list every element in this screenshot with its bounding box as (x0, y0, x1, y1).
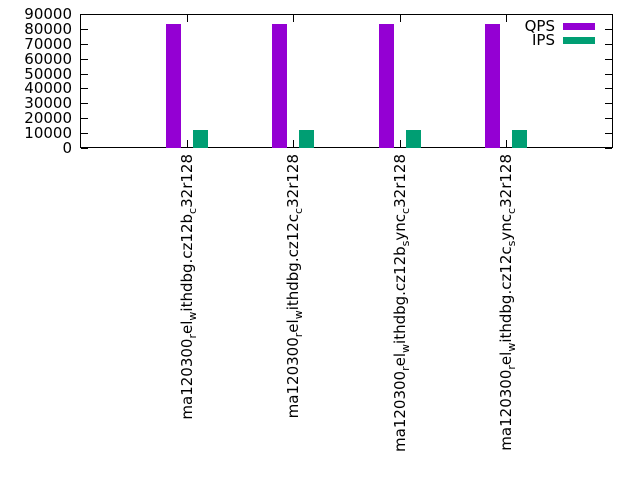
x-label-subscript: w (186, 311, 199, 321)
x-label-text: 32r128 (497, 154, 515, 208)
x-label-subscript: w (505, 342, 518, 352)
y-tick-left-60000 (81, 59, 88, 60)
legend: QPS IPS (420, 17, 595, 49)
x-label-text: 32r128 (284, 154, 302, 208)
x-label-subscript: c (186, 207, 199, 214)
y-tick-right-60000 (605, 59, 612, 60)
bar-qps-1 (272, 24, 287, 148)
x-label-text: 32r128 (178, 154, 196, 208)
y-tick-label-60000: 60000 (24, 49, 72, 68)
y-tick-right-0 (605, 148, 612, 149)
legend-label-ips: IPS (532, 31, 555, 49)
x-category-label-2: ma120300relwithdbg.cz12bsyncc32r128 (391, 154, 415, 452)
bar-ips-2 (406, 130, 421, 148)
x-label-text: ma120300 (178, 338, 196, 420)
x-label-subscript: c (292, 207, 305, 214)
y-tick-left-30000 (81, 103, 88, 104)
x-label-subscript: r (505, 365, 518, 370)
y-tick-left-70000 (81, 44, 88, 45)
y-tick-left-10000 (81, 133, 88, 134)
x-label-subscript: c (399, 207, 412, 214)
y-tick-left-0 (81, 148, 88, 149)
y-tick-left-80000 (81, 29, 88, 30)
y-tick-right-80000 (605, 29, 612, 30)
x-label-text: ync (391, 213, 409, 241)
legend-label-qps: QPS (524, 17, 555, 35)
y-tick-label-0: 0 (62, 139, 72, 157)
x-label-text: el (178, 320, 196, 334)
y-tick-label-40000: 40000 (24, 79, 72, 98)
y-tick-right-50000 (605, 74, 612, 75)
x-category-label-3: ma120300relwithdbg.cz12csyncc32r128 (497, 154, 521, 451)
legend-item-qps: QPS (420, 17, 595, 35)
x-label-subscript: s (505, 240, 518, 247)
x-label-text: ithdbg.cz12c (284, 213, 302, 311)
y-tick-label-30000: 30000 (24, 94, 72, 113)
y-tick-label-10000: 10000 (24, 124, 72, 143)
x-tick-bottom-0 (187, 140, 188, 147)
y-tick-left-50000 (81, 74, 88, 75)
bar-qps-3 (485, 24, 500, 148)
x-label-text: ithdbg.cz12b (391, 246, 409, 344)
x-tick-top-2 (400, 15, 401, 22)
x-tick-bottom-1 (293, 140, 294, 147)
x-label-subscript: s (399, 240, 412, 247)
y-tick-left-20000 (81, 118, 88, 119)
y-tick-label-70000: 70000 (24, 34, 72, 53)
x-label-subscript: w (399, 343, 412, 353)
y-tick-label-90000: 90000 (24, 5, 72, 23)
x-label-text: ma120300 (497, 369, 515, 451)
y-tick-label-20000: 20000 (24, 109, 72, 128)
y-tick-right-20000 (605, 118, 612, 119)
x-label-subscript: r (399, 366, 412, 371)
x-label-text: el (497, 351, 515, 366)
y-tick-right-40000 (605, 88, 612, 89)
x-tick-bottom-2 (400, 140, 401, 147)
x-label-text: ma120300 (391, 370, 409, 452)
x-label-text: el (391, 352, 409, 367)
x-tick-top-1 (293, 15, 294, 22)
bar-ips-0 (193, 130, 208, 148)
x-category-label-1: ma120300relwithdbg.cz12cc32r128 (284, 154, 308, 418)
x-label-subscript: r (186, 333, 199, 339)
y-tick-label-80000: 80000 (24, 19, 72, 38)
y-tick-label-50000: 50000 (24, 64, 72, 83)
y-tick-right-30000 (605, 103, 612, 104)
legend-swatch-ips (563, 36, 595, 44)
x-tick-bottom-3 (506, 140, 507, 147)
x-category-label-0: ma120300relwithdbg.cz12bc32r128 (178, 154, 202, 420)
y-tick-left-90000 (81, 14, 88, 15)
x-label-text: ync (497, 213, 515, 241)
x-tick-top-0 (187, 15, 188, 22)
y-tick-left-40000 (81, 88, 88, 89)
bar-qps-2 (379, 24, 394, 148)
x-tick-top-3 (506, 15, 507, 22)
y-tick-right-10000 (605, 133, 612, 134)
x-label-subscript: w (292, 310, 305, 320)
legend-item-ips: IPS (420, 31, 595, 49)
legend-swatch-qps (563, 22, 595, 30)
bar-ips-1 (299, 130, 314, 148)
x-label-subscript: c (505, 207, 518, 214)
x-label-text: ithdbg.cz12b (178, 213, 196, 312)
x-label-text: ithdbg.cz12c (497, 246, 515, 343)
x-label-text: el (284, 319, 302, 333)
y-tick-right-90000 (605, 14, 612, 15)
bar-qps-0 (166, 24, 181, 148)
x-label-subscript: r (292, 332, 305, 338)
x-label-text: ma120300 (284, 337, 302, 419)
x-label-text: 32r128 (391, 154, 409, 208)
bar-ips-3 (512, 130, 527, 148)
y-tick-right-70000 (605, 44, 612, 45)
